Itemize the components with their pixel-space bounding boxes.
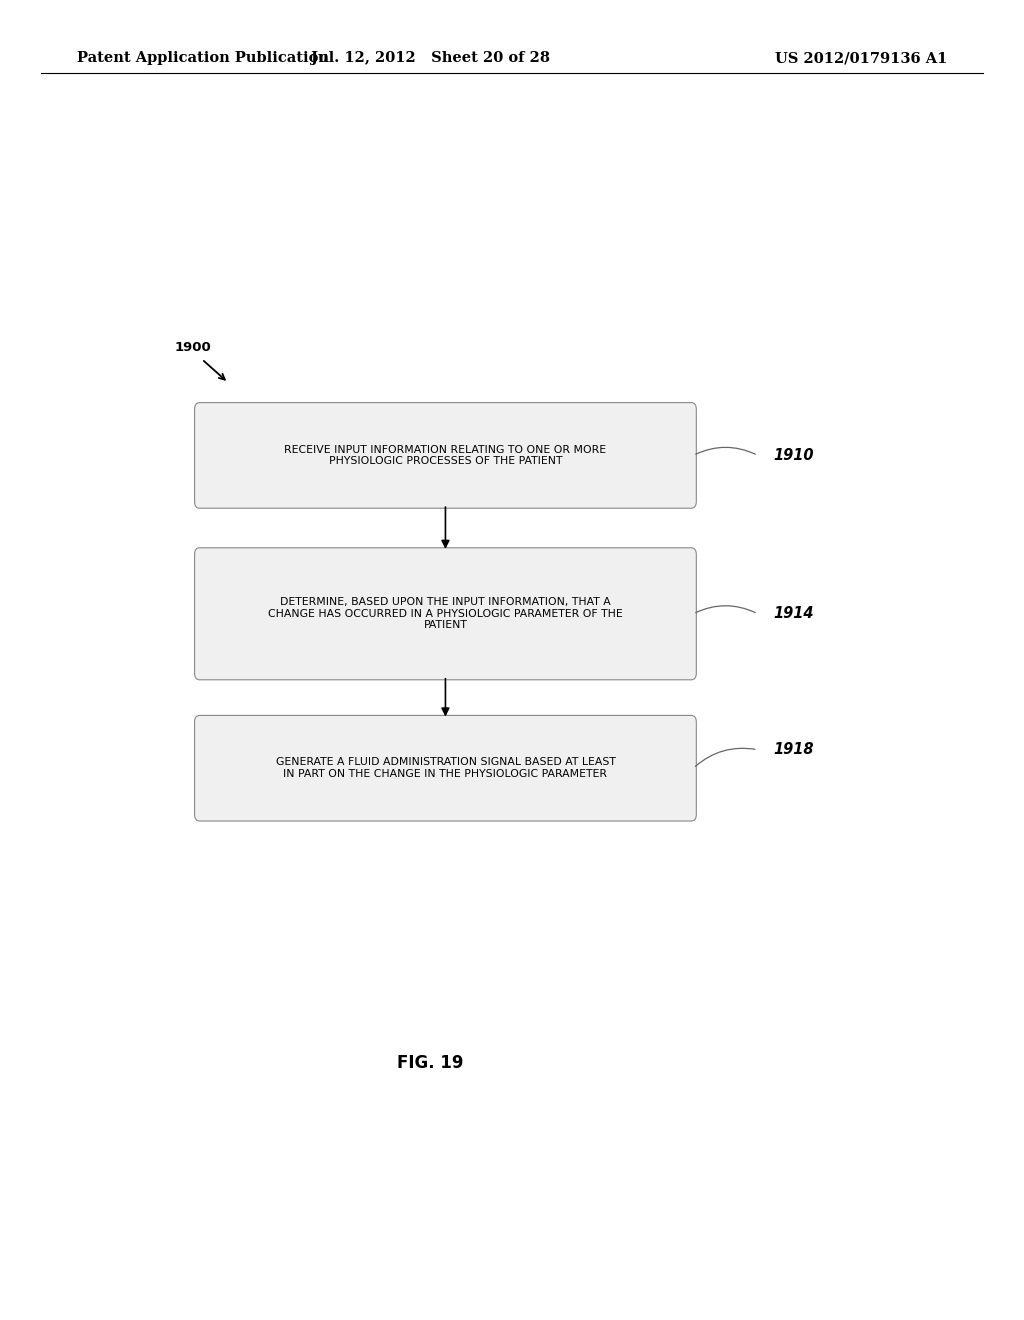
Text: Patent Application Publication: Patent Application Publication <box>77 51 329 65</box>
Text: 1918: 1918 <box>773 742 814 758</box>
Text: Jul. 12, 2012   Sheet 20 of 28: Jul. 12, 2012 Sheet 20 of 28 <box>310 51 550 65</box>
Text: US 2012/0179136 A1: US 2012/0179136 A1 <box>775 51 947 65</box>
Text: 1900: 1900 <box>174 341 211 354</box>
FancyBboxPatch shape <box>195 548 696 680</box>
Text: GENERATE A FLUID ADMINISTRATION SIGNAL BASED AT LEAST
IN PART ON THE CHANGE IN T: GENERATE A FLUID ADMINISTRATION SIGNAL B… <box>275 758 615 779</box>
FancyBboxPatch shape <box>195 403 696 508</box>
Text: FIG. 19: FIG. 19 <box>397 1053 463 1072</box>
FancyBboxPatch shape <box>195 715 696 821</box>
Text: 1910: 1910 <box>773 447 814 463</box>
Text: 1914: 1914 <box>773 606 814 622</box>
Text: RECEIVE INPUT INFORMATION RELATING TO ONE OR MORE
PHYSIOLOGIC PROCESSES OF THE P: RECEIVE INPUT INFORMATION RELATING TO ON… <box>285 445 606 466</box>
Text: DETERMINE, BASED UPON THE INPUT INFORMATION, THAT A
CHANGE HAS OCCURRED IN A PHY: DETERMINE, BASED UPON THE INPUT INFORMAT… <box>268 597 623 631</box>
